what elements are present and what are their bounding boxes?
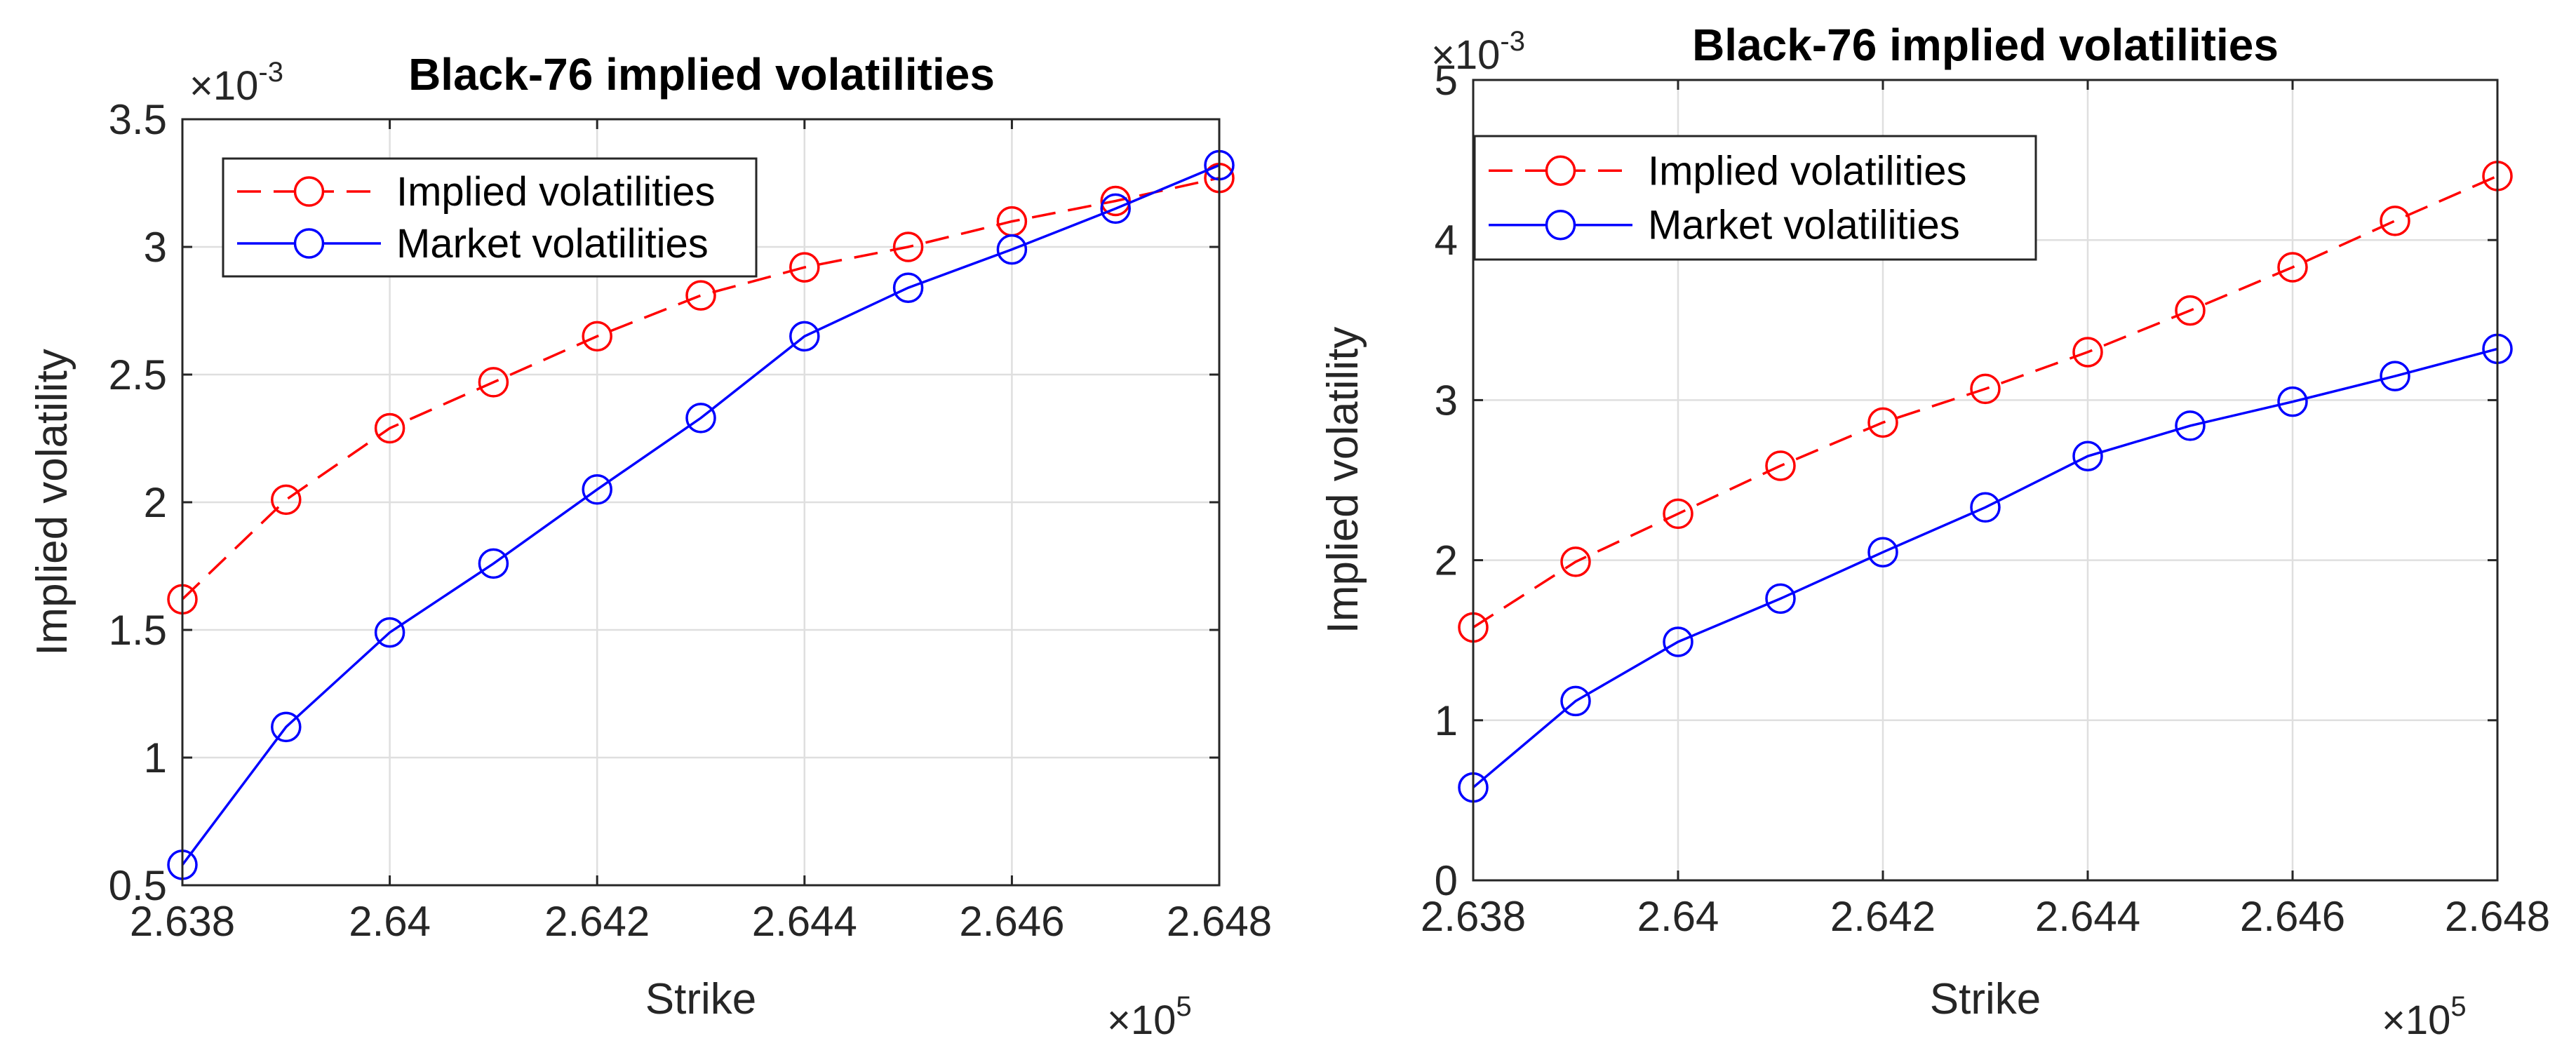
x-axis-title: Strike (1930, 975, 2041, 1023)
y-tick-label: 3.5 (109, 96, 167, 143)
chart-2: 2.638 2.64 2.642 2.644 2.646 2.648 0 1 2 3 4 5×10-3… (1319, 20, 2550, 1043)
data-point-market (1560, 685, 1591, 717)
x-tick-label: 2.644 (752, 898, 857, 945)
data-point-implied (1560, 546, 1591, 577)
data-point-market (892, 272, 924, 303)
x-tick-label: 2.646 (2240, 893, 2345, 940)
data-point-market (1970, 492, 2001, 523)
y-tick-label: 1.5 (109, 607, 167, 654)
y-tick-label: 5 (1435, 57, 1458, 104)
data-point-implied (1867, 407, 1898, 438)
y-axis-title: Implied volatility (1319, 327, 1367, 634)
legend-box (1473, 135, 2037, 261)
data-point-implied (685, 280, 716, 311)
legend-marker-implied (1545, 155, 1576, 187)
data-point-implied (2072, 337, 2103, 368)
data-point-market (478, 548, 509, 579)
x-tick-label: 2.644 (2035, 893, 2140, 940)
y-tick-label: 1 (144, 734, 167, 781)
x-axis-title: Strike (645, 975, 756, 1023)
data-point-implied (1100, 185, 1131, 217)
y-tick-label: 3 (1435, 377, 1458, 424)
y-tick-label: 4 (1435, 217, 1458, 264)
data-point-market (789, 321, 820, 352)
y-tick-label: 2 (144, 479, 167, 526)
x-exponent-label: ×105 (2382, 991, 2467, 1043)
data-point-implied (2277, 252, 2308, 283)
data-point-market (2072, 441, 2103, 472)
data-point-market (1765, 583, 1796, 614)
data-point-market (374, 617, 405, 648)
x-tick-label: 2.64 (349, 898, 431, 945)
legend-label-market: Market volatilities (396, 221, 709, 267)
series-line-market (1472, 347, 2498, 788)
x-exponent-label: ×105 (1107, 991, 1192, 1043)
x-tick-label: 2.648 (2445, 893, 2550, 940)
data-point-market (582, 474, 612, 505)
data-point-market (685, 403, 716, 434)
chart-1: 2.638 2.64 2.642 2.644 2.646 2.648 0.5 1 1.5 2 2.5… (28, 49, 1272, 1043)
data-point-market (996, 234, 1028, 265)
x-tick-label: 2.642 (1830, 893, 1936, 940)
data-point-implied (2380, 206, 2410, 236)
x-tick-label: 2.642 (544, 898, 650, 945)
data-point-implied (892, 231, 924, 262)
chart-title: Black-76 implied volatilities (1692, 20, 2279, 70)
data-point-market (1663, 626, 1693, 657)
data-point-implied (374, 412, 405, 444)
axes-box (1472, 79, 2499, 882)
y-exponent-label: ×10-3 (1431, 26, 1525, 78)
legend-marker-market (1545, 209, 1576, 241)
x-tick-label: 2.638 (1421, 893, 1526, 940)
y-tick-label: 2 (1435, 537, 1458, 584)
data-point-implied (478, 367, 509, 398)
legend-label-market: Market volatilities (1648, 203, 1960, 248)
x-tick-label: 2.648 (1167, 898, 1272, 945)
y-axis-title: Implied volatility (28, 349, 76, 656)
data-point-implied (1663, 498, 1693, 530)
x-tick-label: 2.646 (959, 898, 1064, 945)
data-point-implied (582, 321, 612, 352)
series-line-implied (181, 176, 1220, 600)
series-line-implied (1473, 175, 2498, 629)
y-exponent-label: ×10-3 (189, 57, 283, 109)
data-point-market (2380, 361, 2410, 391)
data-point-market (271, 711, 302, 743)
legend-label-implied: Implied volatilities (1648, 148, 1967, 194)
legend-label-implied: Implied volatilities (396, 169, 716, 215)
y-tick-label: 0.5 (109, 862, 167, 909)
y-tick-label: 0 (1435, 857, 1458, 904)
data-point-market (1100, 193, 1131, 224)
data-point-market (1867, 537, 1898, 567)
data-point-implied (1765, 450, 1796, 481)
data-point-implied (789, 252, 820, 283)
axes-box (181, 118, 1221, 887)
data-point-implied (1970, 373, 2001, 405)
legend-marker-implied (293, 176, 325, 207)
x-tick-label: 2.638 (130, 898, 235, 945)
y-tick-label: 2.5 (109, 351, 167, 398)
legend: Implied volatilities Market volatilities (1473, 135, 2037, 261)
data-point-implied (2175, 295, 2206, 326)
legend-marker-market (293, 228, 325, 259)
y-tick-label: 3 (144, 224, 167, 271)
data-point-market (2277, 386, 2308, 417)
chart-title: Black-76 implied volatilities (408, 49, 995, 100)
legend: Implied volatilities Market volatilities (222, 157, 758, 278)
data-point-implied (271, 484, 302, 516)
y-tick-label: 1 (1435, 697, 1458, 744)
series-line-market (181, 163, 1220, 866)
x-tick-label: 2.64 (1637, 893, 1719, 940)
data-point-market (2175, 410, 2206, 441)
